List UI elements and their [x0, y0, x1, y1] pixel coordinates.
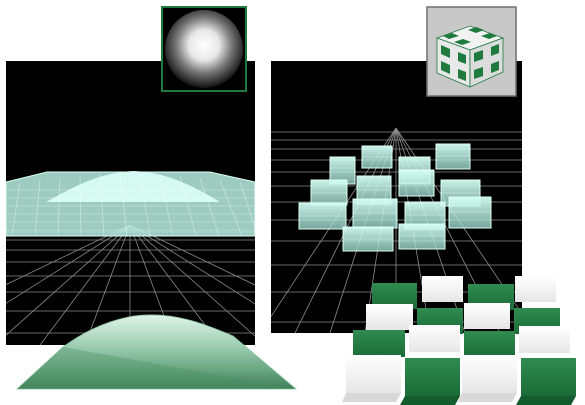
shaded-dome — [15, 314, 298, 390]
wireframe-checker-blocks — [298, 143, 492, 252]
wireframe-checker-lines — [299, 155, 491, 240]
right-viewport — [271, 6, 576, 405]
wireframe-dome — [6, 171, 255, 237]
shaded-checker-blocks — [342, 276, 576, 405]
height-map-icon — [161, 6, 247, 92]
checker-cube-icon — [426, 6, 517, 97]
left-grid — [6, 224, 255, 345]
left-viewport — [6, 6, 298, 390]
